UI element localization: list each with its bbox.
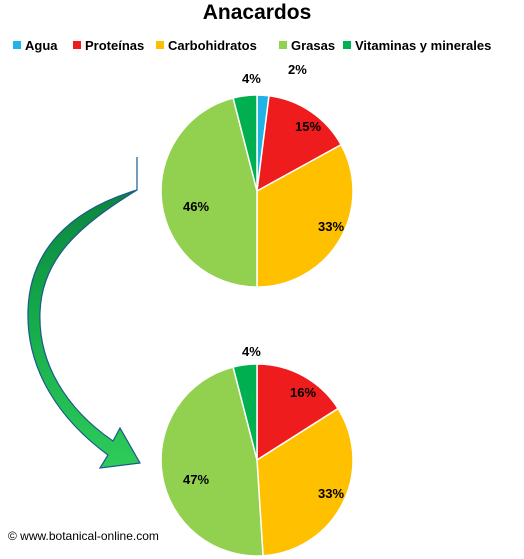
data-label: 16% [290,385,316,400]
data-label: 33% [318,486,344,501]
curved-arrow-icon [27,157,141,469]
legend: Agua Proteínas Carbohidratos Grasas Vitamina… [13,38,491,53]
legend-swatch [13,41,21,49]
legend-entry: Vitaminas y minerales [355,38,491,53]
legend-swatch [156,41,164,49]
legend-entry: Carbohidratos [168,38,257,53]
data-label: 33% [318,219,344,234]
pie-slice [256,363,340,462]
pie-slice [232,363,258,461]
pies: 2% 15% 33% 46% 4% 16% 33% 47% 4% [160,62,354,557]
pie-slice [256,143,354,288]
data-label: 15% [295,119,321,134]
legend-entry: Agua [25,38,58,53]
data-label: 4% [242,344,261,359]
credit-text: © www.botanical-online.com [8,529,159,543]
legend-swatch [73,41,81,49]
legend-swatch [279,41,287,49]
chart-title: Anacardos [203,1,312,24]
data-label: 46% [183,199,209,214]
pie-slice [256,94,343,193]
data-label: 2% [288,62,307,77]
data-label: 4% [242,71,261,86]
pie-slice [256,407,354,557]
data-label: 47% [183,472,209,487]
pie-slice [160,366,264,557]
legend-entry: Grasas [291,38,335,53]
pie-slice [232,94,258,192]
pie-slice [160,97,258,288]
legend-swatch [343,41,351,49]
legend-entry: Proteínas [85,38,144,53]
